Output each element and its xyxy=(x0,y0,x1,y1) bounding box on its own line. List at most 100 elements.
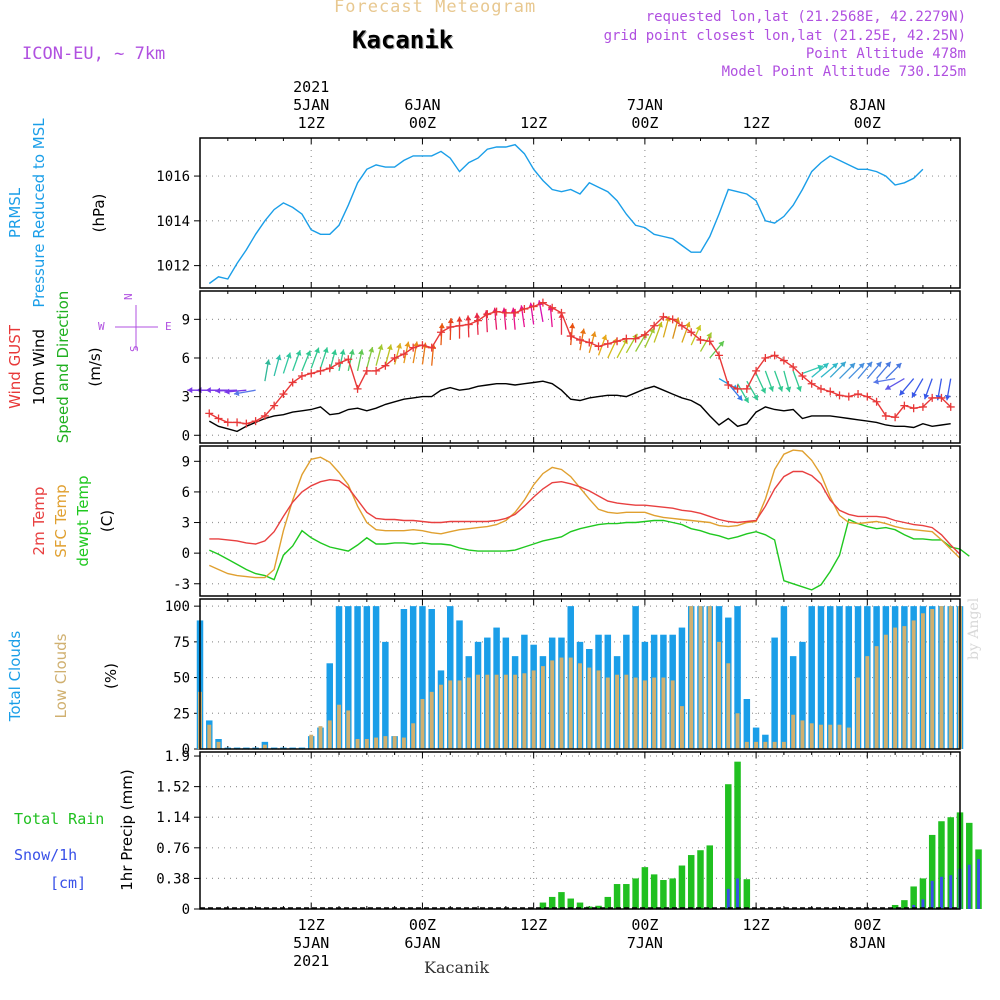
ylabel-pressure: Pressure Reduced to MSL xyxy=(30,118,48,308)
gust-marker xyxy=(205,409,214,418)
x-tick-label-bottom: 00Z xyxy=(854,916,881,934)
gust-marker xyxy=(779,356,788,365)
wind-arrow-head xyxy=(885,361,891,368)
total-cloud-bar xyxy=(345,606,352,749)
y-tick-label: 6 xyxy=(182,485,190,501)
gust-marker xyxy=(659,312,668,321)
low-cloud-bar xyxy=(578,663,582,749)
unit-ms: (m/s) xyxy=(86,347,104,386)
wind-speed-line xyxy=(208,380,951,433)
rain-bar xyxy=(947,817,954,909)
low-cloud-bar xyxy=(448,680,453,749)
compass-s: S xyxy=(128,345,141,352)
low-cloud-bar xyxy=(726,663,731,749)
wind-arrow-head xyxy=(264,359,271,365)
gust-marker xyxy=(909,404,918,413)
gust-marker xyxy=(770,351,779,360)
low-cloud-bar xyxy=(457,680,462,749)
low-cloud-bar xyxy=(809,723,814,749)
gust-marker xyxy=(594,342,603,351)
low-cloud-bar xyxy=(568,657,573,749)
total-cloud-bar xyxy=(734,606,741,749)
compass-n: N xyxy=(122,293,135,300)
wind-arrow-head xyxy=(348,349,355,355)
x-tick-label-top: 00Z xyxy=(631,114,658,132)
wind-arrow-head xyxy=(358,349,365,355)
wind-arrow-head xyxy=(285,352,292,359)
wind-arrow-head xyxy=(456,316,463,322)
wind-arrow-head xyxy=(314,347,320,354)
gust-marker xyxy=(881,411,890,420)
legend-cm: [cm] xyxy=(50,874,86,892)
wind-arrow-head xyxy=(777,385,784,392)
gust-marker xyxy=(724,381,733,390)
footer-location: Kacanik xyxy=(424,958,490,977)
y-tick-label: 3 xyxy=(182,390,190,406)
x-tick-label-bottom: 00Z xyxy=(631,916,658,934)
low-cloud-bar xyxy=(837,724,842,749)
wind-arrow-head xyxy=(233,390,240,397)
gust-marker xyxy=(640,330,649,339)
model-altitude: Model Point Altitude 730.125m xyxy=(721,64,966,80)
wind-arrow-head xyxy=(205,387,211,394)
total-cloud-bar xyxy=(363,606,371,749)
wind-arrow-head xyxy=(885,384,892,390)
legend-snow: Snow/1h xyxy=(14,846,77,864)
y-tick-label: 1.9 xyxy=(165,749,190,765)
gust-marker xyxy=(844,392,853,401)
low-cloud-bar xyxy=(605,677,610,749)
ylabel-sfc-temp: SFC Temp xyxy=(52,484,70,557)
rain-bar xyxy=(660,880,667,909)
wind-arrow-head xyxy=(706,332,712,339)
rain-bar xyxy=(919,878,927,909)
snow-bar xyxy=(940,876,943,909)
gust-marker xyxy=(538,298,547,307)
x-tick-label-top: 2021 xyxy=(293,78,329,96)
low-cloud-bar xyxy=(846,727,851,749)
wind-arrow-head xyxy=(386,344,393,351)
low-cloud-bar xyxy=(828,724,833,749)
total-cloud-bar xyxy=(743,699,751,749)
snow-bar xyxy=(726,888,730,909)
x-tick-label-top: 12Z xyxy=(520,114,547,132)
gust-marker xyxy=(835,391,844,400)
wind-arrow-head xyxy=(718,341,724,347)
low-cloud-bar xyxy=(735,713,740,749)
wind-arrow-head xyxy=(760,387,767,394)
y-tick-label: 50 xyxy=(173,671,190,687)
total-cloud-bar xyxy=(419,606,426,749)
gust-marker xyxy=(650,321,659,330)
wind-arrow-head xyxy=(590,331,597,338)
total-cloud-bar xyxy=(335,606,343,749)
ylabel-2m-temp: 2m Temp xyxy=(30,487,48,556)
gust-marker xyxy=(733,384,742,393)
gust-marker xyxy=(937,393,946,402)
low-cloud-bar xyxy=(856,677,860,749)
gust-marker xyxy=(446,323,455,332)
page-title: Forecast Meteogram xyxy=(334,0,537,17)
y-tick-label: 25 xyxy=(173,706,190,722)
x-tick-label-top: 5JAN xyxy=(293,96,329,114)
wind-arrow-head xyxy=(822,363,829,369)
gust-marker xyxy=(696,335,705,344)
gust-marker xyxy=(501,308,510,317)
wind-arrow-head xyxy=(396,343,402,349)
low-cloud-bar xyxy=(624,674,629,749)
gust-marker xyxy=(548,303,557,312)
x-tick-label-top: 00Z xyxy=(854,114,881,132)
low-cloud-bar xyxy=(383,736,388,749)
wind-arrow-head xyxy=(224,388,230,395)
gust-marker xyxy=(483,310,492,319)
snow-bar xyxy=(967,864,971,909)
rain-bar xyxy=(928,834,936,909)
rain-bar xyxy=(891,904,899,909)
low-cloud-bar xyxy=(902,626,907,749)
x-tick-label-top: 6JAN xyxy=(404,96,440,114)
gust-marker xyxy=(872,397,881,406)
rain-bar xyxy=(623,884,630,909)
rain-bar xyxy=(586,906,593,909)
gust-marker xyxy=(557,308,566,317)
low-cloud-bar xyxy=(633,677,638,749)
low-cloud-bar xyxy=(429,691,434,749)
